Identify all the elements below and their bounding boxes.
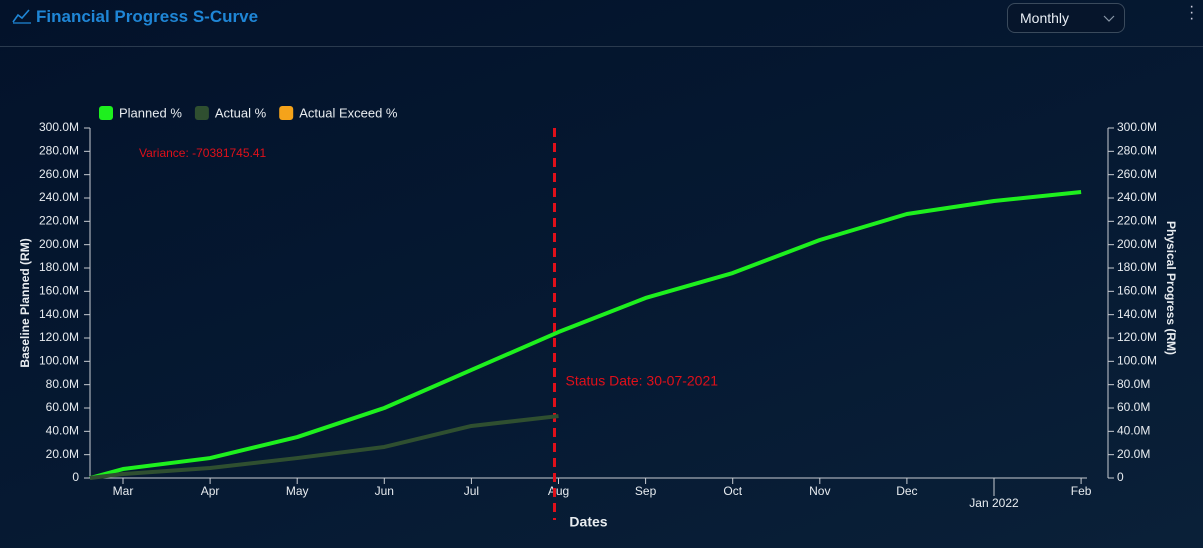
- y-tick-label: 220.0M: [39, 214, 79, 228]
- y-tick-label: 60.0M: [46, 400, 79, 414]
- y-axis-title: Baseline Planned (RM): [18, 238, 32, 367]
- y-tick-label: 140.0M: [39, 307, 79, 321]
- y-tick-label: 20.0M: [46, 447, 79, 461]
- y2-tick-label: 160.0M: [1117, 284, 1157, 298]
- x-tick-label: Feb: [1071, 484, 1092, 498]
- x-tick-label: Jul: [464, 484, 479, 498]
- period-dropdown[interactable]: Monthly: [1007, 3, 1125, 33]
- y-tick-label: 300.0M: [39, 120, 79, 134]
- y-tick-label: 280.0M: [39, 144, 79, 158]
- widget-title: Financial Progress S-Curve: [36, 7, 259, 26]
- x-tick-label: Sep: [635, 484, 657, 498]
- y2-tick-label: 80.0M: [1117, 377, 1150, 391]
- y2-tick-label: 180.0M: [1117, 260, 1157, 274]
- menu-button[interactable]: · · ·: [1189, 0, 1195, 27]
- dropdown-arrow: [1103, 15, 1115, 22]
- y-tick-label: 40.0M: [46, 424, 79, 438]
- y2-tick-label: 240.0M: [1117, 190, 1157, 204]
- y2-tick-label: 140.0M: [1117, 307, 1157, 321]
- legend-label: Actual Exceed %: [299, 105, 398, 120]
- y-tick-label: 180.0M: [39, 260, 79, 274]
- y-tick-label: 120.0M: [39, 330, 79, 344]
- series-line: [89, 190, 1082, 480]
- y-tick-label: 100.0M: [39, 354, 79, 368]
- chart-icon: [12, 9, 31, 24]
- y2-tick-label: 120.0M: [1117, 330, 1157, 344]
- y2-tick-label: 260.0M: [1117, 167, 1157, 181]
- x-tick-label: Jan 2022: [969, 496, 1019, 510]
- y2-tick-label: 100.0M: [1117, 354, 1157, 368]
- y-tick-label: 0: [72, 470, 79, 484]
- x-tick-label: May: [286, 484, 309, 498]
- y-tick-label: 80.0M: [46, 377, 79, 391]
- y-tick-label: 240.0M: [39, 190, 79, 204]
- y2-tick-label: 0: [1117, 470, 1124, 484]
- x-tick-label: Nov: [809, 484, 830, 498]
- legend-label: Planned %: [119, 105, 182, 120]
- y2-tick-label: 20.0M: [1117, 447, 1150, 461]
- y-tick-label: 260.0M: [39, 167, 79, 181]
- legend-swatch: [279, 106, 294, 120]
- series-line: [89, 414, 559, 480]
- y-tick-label: 160.0M: [39, 284, 79, 298]
- y2-tick-label: 60.0M: [1117, 400, 1150, 414]
- x-tick-label: Mar: [113, 484, 134, 498]
- legend-swatch: [194, 106, 209, 120]
- status-date-label: Status Date: 30-07-2021: [566, 373, 719, 389]
- dropdown-value: Monthly: [1020, 10, 1070, 26]
- legend-swatch: [99, 106, 113, 120]
- x-tick-label: Apr: [201, 484, 220, 498]
- divider: [0, 46, 1203, 47]
- y2-tick-label: 40.0M: [1117, 424, 1150, 438]
- x-tick-label: Dec: [896, 484, 917, 498]
- y2-tick-label: 200.0M: [1117, 237, 1157, 251]
- x-axis-title: Dates: [569, 514, 607, 530]
- y2-tick-label: 280.0M: [1117, 144, 1157, 158]
- legend-label: Actual %: [215, 105, 267, 120]
- x-tick-label: Oct: [723, 484, 742, 498]
- y2-tick-label: 300.0M: [1117, 120, 1157, 134]
- x-tick-label: Jun: [375, 484, 394, 498]
- y-tick-label: 200.0M: [39, 237, 79, 251]
- variance-label: Variance: -70381745.41: [139, 146, 267, 160]
- y2-tick-label: 220.0M: [1117, 214, 1157, 228]
- y2-axis-title: Physical Progress (RM): [1164, 221, 1178, 355]
- x-tick-label: Aug: [548, 484, 569, 498]
